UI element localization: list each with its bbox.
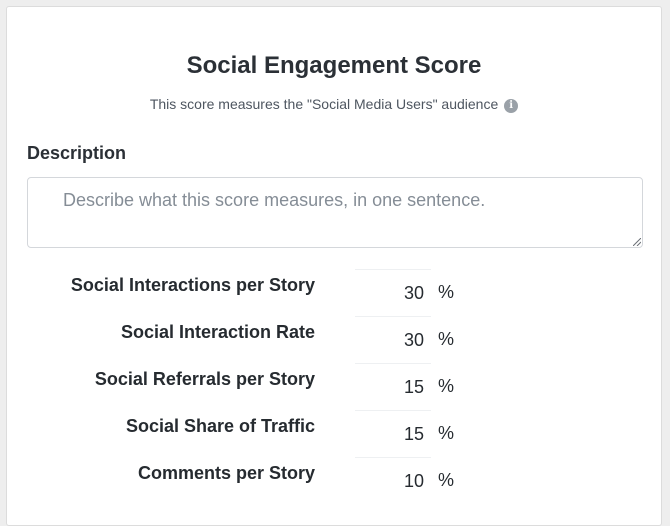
audience-subtitle: This score measures the "Social Media Us… (7, 96, 661, 113)
metric-row-comments-per-story: Comments per Story % (7, 457, 661, 504)
percent-unit: % (438, 329, 455, 349)
metric-weight-input[interactable] (355, 457, 431, 504)
metric-label: Social Share of Traffic (125, 416, 315, 436)
metric-row-social-share-of-traffic: Social Share of Traffic % (7, 410, 661, 457)
metric-label: Social Interactions per Story (70, 275, 315, 295)
resize-handle-icon[interactable] (633, 238, 641, 246)
description-label: Description (27, 143, 127, 163)
percent-unit: % (438, 470, 455, 490)
audience-subtitle-text: This score measures the "Social Media Us… (149, 96, 499, 112)
metric-label: Comments per Story (137, 463, 315, 483)
percent-unit: % (438, 282, 455, 302)
metric-weight-input[interactable] (355, 363, 431, 410)
metric-row-social-interaction-rate: Social Interaction Rate % (7, 316, 661, 363)
metric-row-social-referrals-per-story: Social Referrals per Story % (7, 363, 661, 410)
percent-unit: % (438, 423, 455, 443)
metric-row-social-interactions-per-story: Social Interactions per Story % (7, 269, 661, 316)
metric-weight-input[interactable] (355, 410, 431, 457)
metric-weight-input[interactable] (355, 269, 431, 316)
page-title: Social Engagement Score (186, 52, 482, 79)
metric-weight-input[interactable] (355, 316, 431, 363)
info-icon[interactable]: i (504, 99, 519, 113)
score-editor-card: Social Engagement Score This score measu… (6, 6, 662, 526)
metric-label: Social Referrals per Story (94, 369, 315, 389)
percent-unit: % (438, 376, 455, 396)
metric-label: Social Interaction Rate (120, 322, 315, 342)
description-input[interactable] (27, 177, 643, 248)
